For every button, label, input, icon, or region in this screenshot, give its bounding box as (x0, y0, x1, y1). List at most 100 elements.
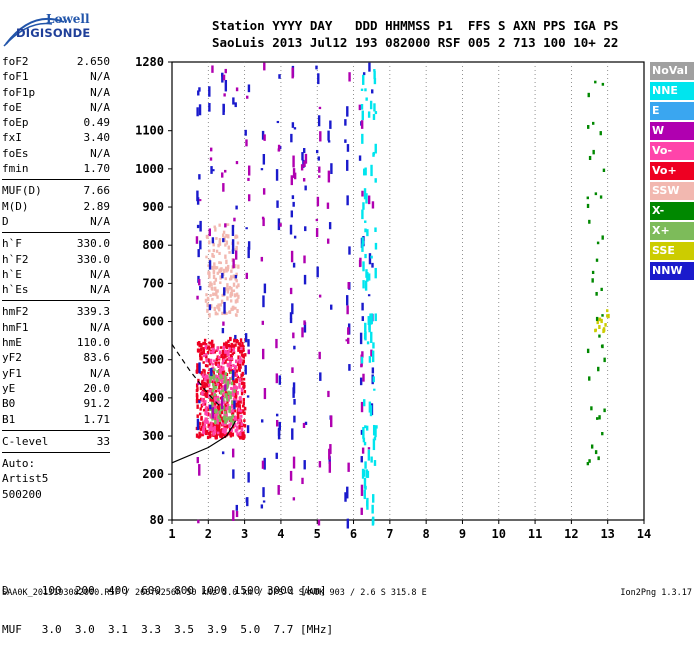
echo-mark-vo- (232, 364, 235, 368)
echo-mark-nne (374, 425, 377, 438)
echo-mark-ssw (234, 276, 237, 281)
param-key: foF1p (2, 85, 36, 99)
echo-mark-x- (587, 125, 590, 129)
echo-mark-vo- (238, 435, 241, 438)
echo-mark-vo- (238, 382, 241, 387)
echo-mark-x- (594, 80, 597, 84)
echo-mark-vo- (201, 384, 204, 389)
param-value: 330.0 (76, 252, 110, 266)
echo-mark-vo- (202, 368, 205, 372)
echo-mark-ssw (204, 298, 208, 303)
echo-mark-ssw (235, 245, 238, 251)
echo-mark-x- (226, 417, 229, 421)
echo-mark-ssw (216, 312, 219, 316)
echo-mark-x- (597, 456, 600, 461)
echo-mark-w (232, 258, 235, 269)
param-value: 33 (96, 434, 110, 448)
echo-mark-vo- (216, 363, 220, 368)
echo-mark-nne (367, 316, 370, 325)
echo-mark-vo- (199, 356, 202, 360)
echo-mark-nnw (290, 210, 294, 218)
echo-mark-w (277, 144, 281, 151)
echo-mark-w (196, 457, 199, 464)
param-key: hmF2 (2, 305, 29, 319)
scaled-parameters-panel: foF2 2.650 foF1 N/A foF1p N/A foE N/A foEp 0.49 fx… (2, 54, 110, 502)
echo-mark-nnw (234, 274, 238, 279)
echo-mark-x- (224, 410, 227, 415)
echo-mark-ssw (222, 230, 226, 234)
echo-mark-nnw (199, 220, 202, 232)
echo-mark-vo- (236, 411, 240, 415)
echo-mark-x- (214, 419, 217, 425)
echo-mark-vo- (198, 412, 202, 416)
echo-mark-nnw (371, 367, 375, 374)
param-key: foEp (2, 116, 29, 130)
echo-mark-vo- (222, 385, 226, 389)
echo-mark-vo- (234, 398, 238, 404)
echo-mark-vo- (219, 378, 222, 382)
echo-mark-vo- (205, 393, 209, 399)
echo-mark-w (315, 228, 319, 238)
x-tick-label: 9 (459, 527, 466, 541)
param-value: N/A (90, 85, 110, 99)
echo-mark-x- (227, 416, 230, 421)
echo-mark-ssw (225, 259, 228, 265)
echo-mark-nne (371, 504, 374, 514)
echo-mark-ssw (226, 223, 230, 226)
echo-mark-nnw (231, 249, 235, 254)
echo-mark-nne (366, 271, 369, 282)
echo-mark-nnw (245, 497, 249, 503)
echo-mark-nnw (361, 316, 364, 322)
echo-mark-vo- (217, 389, 220, 392)
echo-mark-vo- (198, 425, 201, 430)
echo-mark-vo- (211, 427, 214, 432)
echo-mark-ssw (234, 264, 237, 269)
echo-mark-vo- (242, 423, 245, 427)
echo-mark-nne (374, 313, 377, 322)
echo-mark-vo- (234, 422, 237, 428)
echo-mark-nnw (208, 86, 211, 97)
echo-mark-ssw (205, 255, 208, 259)
echo-mark-nne (372, 424, 376, 436)
echo-mark-w (263, 388, 267, 400)
echo-mark-vo- (217, 361, 221, 366)
echo-mark-vo- (216, 405, 219, 410)
echo-mark-vo- (229, 365, 232, 370)
param-key: foE (2, 100, 22, 114)
param-separator (2, 297, 110, 302)
echo-mark-ssw (221, 311, 224, 316)
echo-mark-nne (373, 77, 377, 85)
echo-mark-vo- (227, 398, 231, 402)
echo-mark-nnw (361, 302, 364, 311)
echo-mark-nnw (246, 395, 250, 398)
echo-mark-ssw (226, 296, 229, 301)
echo-mark-x- (595, 258, 599, 262)
echo-mark-vo- (214, 398, 217, 403)
file-info: SAA0K_2013193082000.RSF / 260fx256h 50 k… (2, 588, 427, 598)
echo-mark-vo- (217, 378, 221, 383)
echo-mark-vo- (215, 398, 218, 402)
echo-mark-x- (592, 149, 595, 155)
echo-mark-nnw (346, 144, 350, 152)
echo-mark-nnw (235, 504, 239, 511)
echo-mark-nnw (293, 345, 296, 350)
echo-mark-ssw (235, 235, 239, 239)
param-value: 339.3 (76, 305, 110, 319)
echo-mark-ssw (217, 303, 220, 308)
echo-mark-nne (374, 111, 378, 115)
echo-mark-nnw (346, 195, 349, 206)
param-row-h-f: h`F 330.0 (2, 236, 110, 251)
echo-mark-ssw (234, 235, 237, 239)
echo-mark-vo- (242, 355, 245, 359)
echo-mark-vo- (199, 407, 202, 411)
echo-mark-ssw (223, 236, 226, 241)
echo-mark-x- (218, 417, 222, 422)
x-tick-label: 5 (314, 527, 321, 541)
echo-mark-vo- (199, 397, 203, 402)
echo-mark-sse (600, 318, 603, 324)
param-value: N/A (90, 283, 110, 297)
param-row-yf1: yF1 N/A (2, 366, 110, 381)
echo-mark-ssw (219, 261, 222, 265)
echo-mark-nne (362, 202, 365, 210)
param-row-foep: foEp 0.49 (2, 115, 110, 130)
